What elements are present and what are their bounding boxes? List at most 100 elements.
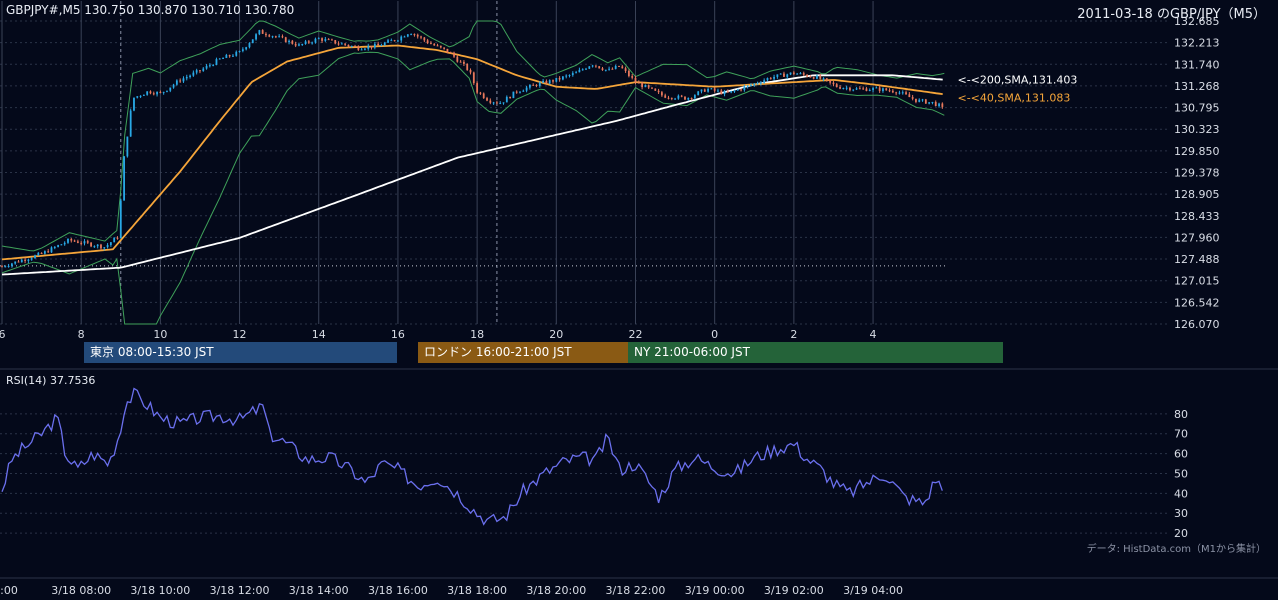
candle-body	[304, 41, 307, 45]
candle-body	[858, 88, 861, 90]
candle-body	[822, 78, 825, 80]
time-axis-label: 3/18 08:00	[51, 584, 111, 597]
candle-body	[235, 51, 238, 56]
candle-body	[278, 36, 281, 38]
price-tick-label: 126.070	[1174, 318, 1220, 331]
candle-body	[882, 88, 884, 91]
sma-200-line	[1, 74, 943, 276]
candle-body	[779, 73, 782, 75]
candle-body	[76, 241, 79, 243]
candle-body	[281, 36, 284, 38]
candle-body	[430, 43, 432, 45]
candle-body	[288, 40, 290, 43]
candle-body	[611, 68, 614, 70]
candle-body	[492, 102, 495, 104]
price-x-tick-label: 0	[711, 328, 718, 341]
rsi-grid-lines	[0, 413, 1170, 534]
data-source: データ: HistData.com（M1から集計）	[1086, 544, 1266, 555]
candle-body	[634, 77, 637, 83]
candle-body	[799, 73, 802, 75]
candle-body	[901, 92, 904, 94]
candle-body	[555, 78, 558, 82]
candle-body	[443, 47, 446, 49]
candle-body	[103, 247, 106, 249]
candle-body	[608, 68, 611, 70]
candle-body	[327, 39, 330, 41]
candle-body	[149, 91, 152, 94]
candle-body	[63, 242, 66, 245]
candle-body	[258, 30, 261, 35]
candle-body	[199, 70, 201, 72]
candle-body	[723, 91, 726, 95]
candle-body	[189, 75, 191, 77]
candle-body	[855, 88, 858, 90]
price-tick-label: 131.268	[1174, 80, 1220, 93]
candlesticks	[1, 29, 944, 268]
candle-body	[238, 51, 241, 53]
candle-body	[83, 241, 86, 244]
candle-body	[786, 74, 789, 77]
candle-body	[1, 266, 3, 268]
candle-body	[43, 251, 46, 254]
candle-body	[156, 91, 158, 95]
price-x-tick-label: 2	[790, 328, 797, 341]
price-tick-label: 127.488	[1174, 253, 1220, 266]
candle-body	[383, 42, 386, 46]
candle-body	[915, 98, 917, 102]
candle-body	[868, 90, 871, 92]
candle-body	[301, 44, 304, 46]
candle-body	[746, 85, 749, 87]
rsi-tick-label: 60	[1174, 448, 1188, 461]
price-x-tick-label: 6	[0, 328, 6, 341]
candle-body	[10, 263, 13, 266]
candle-body	[482, 93, 485, 99]
candle-body	[624, 68, 627, 71]
candle-body	[100, 244, 102, 249]
candle-body	[875, 87, 878, 89]
price-x-tick-label: 22	[628, 328, 642, 341]
session-tokyo: 東京 08:00-15:30 JST	[84, 342, 397, 363]
candle-body	[397, 40, 399, 42]
time-axis-label: 3/19 02:00	[764, 584, 824, 597]
candle-body	[179, 80, 182, 82]
candle-body	[835, 84, 838, 88]
candle-body	[934, 101, 937, 107]
candle-body	[73, 240, 76, 242]
candle-body	[660, 92, 663, 96]
candle-body	[895, 92, 898, 94]
candle-body	[829, 80, 832, 83]
candle-body	[30, 258, 33, 260]
candle-body	[796, 73, 799, 75]
candle-body	[354, 45, 356, 47]
candle-body	[241, 49, 244, 52]
candle-body	[924, 99, 927, 104]
candle-body	[479, 92, 482, 94]
rsi-path	[1, 387, 943, 526]
rsi-tick-label: 30	[1174, 507, 1188, 520]
candle-body	[825, 78, 828, 81]
candle-body	[324, 39, 327, 41]
candle-body	[426, 40, 429, 44]
candle-body	[420, 36, 422, 38]
candle-body	[456, 56, 459, 62]
price-x-tick-label: 14	[312, 328, 326, 341]
price-tick-label: 130.323	[1174, 123, 1220, 136]
sma-40-label: <-<40,SMA,131.083	[958, 91, 1071, 104]
candle-body	[202, 68, 205, 71]
candle-body	[17, 261, 20, 263]
candle-body	[57, 245, 59, 247]
candle-body	[129, 110, 132, 137]
time-axis-label: 3/18 22:00	[606, 584, 666, 597]
candle-body	[845, 87, 848, 89]
price-tick-label: 127.015	[1174, 275, 1220, 288]
candle-body	[852, 89, 855, 91]
time-axis-label: 3/18 10:00	[130, 584, 190, 597]
candle-body	[90, 242, 92, 247]
candle-body	[50, 247, 53, 253]
candle-body	[548, 80, 551, 84]
candle-body	[872, 88, 874, 91]
candle-body	[598, 66, 601, 69]
candle-body	[436, 45, 439, 47]
candle-body	[885, 88, 888, 91]
candle-body	[789, 72, 792, 75]
